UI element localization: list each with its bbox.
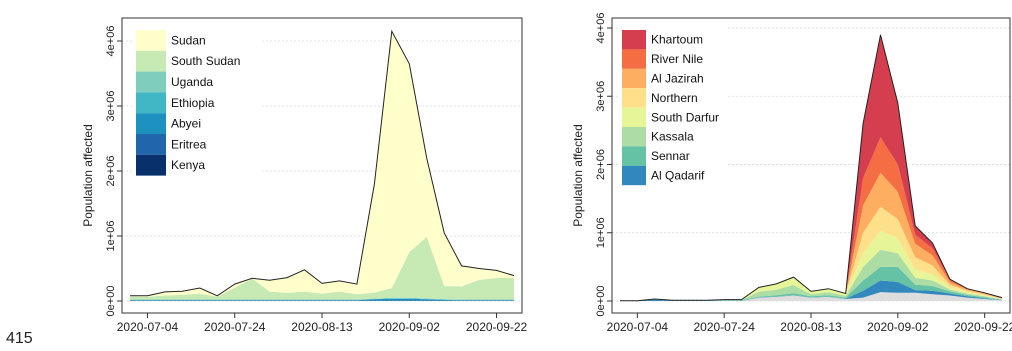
legend-swatch	[622, 30, 646, 50]
x-tick-label: 2020-07-04	[117, 320, 179, 334]
y-tick-label: 1e+06	[595, 217, 607, 248]
legend-label: Kassala	[651, 130, 694, 144]
y-tick-label: 0e+00	[105, 286, 117, 317]
page-number: 415	[6, 330, 33, 347]
legend-swatch	[136, 92, 166, 114]
legend-swatch	[136, 50, 166, 72]
legend-label: Abyei	[171, 117, 201, 131]
y-axis-label: Population affected	[81, 124, 95, 227]
area-al-jazirah	[620, 172, 1002, 301]
x-tick-label: 2020-07-24	[204, 320, 266, 334]
y-tick-label: 4e+06	[105, 26, 117, 57]
legend-swatch	[622, 165, 646, 186]
area-uganda	[130, 297, 514, 300]
x-tick-label: 2020-09-02	[379, 320, 441, 334]
area-other	[620, 292, 1002, 301]
area-south-sudan	[130, 236, 514, 300]
x-tick-label: 2020-07-24	[693, 320, 755, 334]
legend-label: Khartoum	[651, 33, 703, 47]
legend-swatch	[622, 146, 646, 166]
legend-label: Northern	[651, 91, 698, 105]
legend-swatch	[622, 127, 646, 147]
legend-swatch	[136, 113, 166, 134]
legend-label: Sudan	[171, 33, 206, 47]
legend-label: River Nile	[651, 52, 703, 66]
legend-label: Uganda	[171, 75, 213, 89]
x-tick-label: 2020-08-13	[780, 320, 842, 334]
legend-swatch	[136, 134, 166, 155]
chart-panel-2: 0e+00 1e+06 2e+06 3e+06 4e+06 Population affe…	[571, 13, 1012, 334]
area-abyei	[130, 298, 514, 301]
x-tick-label: 2020-09-02	[867, 320, 929, 334]
legend-swatch	[136, 154, 166, 176]
legend-label: South Sudan	[171, 54, 240, 68]
legend-label: Sennar	[651, 149, 690, 163]
legend-label: Al Qadarif	[651, 169, 705, 183]
legend-swatch	[622, 68, 646, 89]
legend-swatch	[622, 107, 646, 127]
chart-panel-1: 0e+00 1e+06 2e+06 3e+06 4e+06 Population affe…	[81, 17, 528, 334]
y-tick-label: 2e+06	[105, 156, 117, 187]
y-tick-label: 2e+06	[595, 149, 607, 180]
legend-swatch	[136, 30, 166, 51]
area-sudan	[130, 31, 514, 297]
legend-label: Ethiopia	[171, 96, 215, 110]
legend: Sudan South Sudan Uganda Ethiopia Abyei Eritr…	[134, 26, 262, 178]
legend-label: Eritrea	[171, 137, 207, 151]
legend-swatch	[622, 49, 646, 69]
legend-label: Kenya	[171, 158, 205, 172]
legend-swatch	[622, 88, 646, 108]
y-axis-label: Population affected	[571, 124, 585, 227]
x-tick-label: 2020-09-22	[466, 320, 528, 334]
x-tick-label: 2020-09-22	[954, 320, 1012, 334]
area-al-qadarif	[620, 280, 1002, 301]
x-tick-label: 2020-07-04	[607, 320, 669, 334]
y-tick-label: 3e+06	[595, 81, 607, 112]
x-tick-label: 2020-08-13	[291, 320, 353, 334]
legend-swatch	[136, 71, 166, 93]
legend: Khartoum River Nile Al Jazirah Northern Sout…	[620, 26, 728, 188]
y-tick-label: 3e+06	[105, 91, 117, 122]
total-line	[620, 34, 1003, 302]
y-tick-label: 4e+06	[595, 13, 607, 44]
total-line	[130, 29, 515, 297]
area-ethiopia	[130, 298, 514, 301]
legend-label: South Darfur	[651, 110, 719, 124]
y-tick-label: 1e+06	[105, 221, 117, 252]
legend-label: Al Jazirah	[651, 72, 704, 86]
y-tick-label: 0e+00	[595, 286, 607, 317]
